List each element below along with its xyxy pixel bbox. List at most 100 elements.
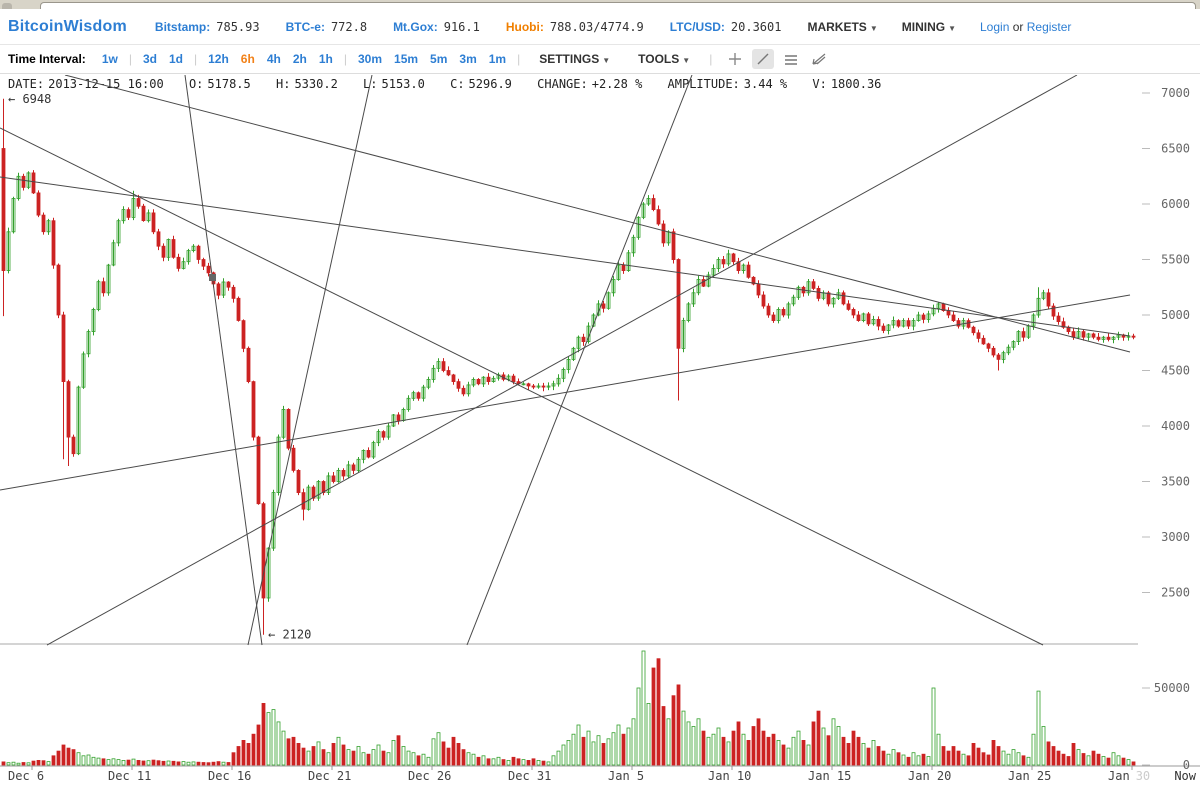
candle: [581, 336, 586, 343]
candle: [236, 297, 241, 321]
volume-bar: [276, 721, 281, 766]
crosshair-icon[interactable]: [724, 49, 746, 69]
interval-4h[interactable]: 4h: [266, 52, 281, 66]
volume-bar: [851, 730, 856, 766]
ticker-mtgox[interactable]: Mt.Gox: 916.1: [393, 20, 480, 34]
interval-12h[interactable]: 12h: [208, 52, 229, 66]
date-axis-label: Jan 25: [1008, 769, 1051, 783]
candle: [496, 374, 501, 379]
volume-bar: [466, 752, 471, 766]
interval-3d[interactable]: 3d: [142, 52, 157, 66]
header-bar: BitcoinWisdom Bitstamp: 785.93 BTC-e: 772.…: [0, 9, 1200, 45]
volume-bar: [621, 733, 626, 766]
candlestick-chart-canvas[interactable]: ← 6948 ← 2120 7000 6500 6000 5500 5000 4500 4000…: [0, 75, 1200, 790]
ticker-btce[interactable]: BTC-e: 772.8: [286, 20, 367, 34]
candle: [531, 385, 536, 388]
volume-bar: [816, 710, 821, 766]
trend-line[interactable]: [64, 75, 1131, 353]
interval-30m[interactable]: 30m: [357, 52, 383, 66]
volume-bar: [111, 758, 116, 766]
candle: [676, 259, 681, 349]
candle: [191, 245, 196, 251]
candle: [821, 292, 826, 299]
interval-2h[interactable]: 2h: [292, 52, 307, 66]
login-link[interactable]: Login: [980, 19, 1010, 34]
candle: [731, 253, 736, 263]
volume-bar: [741, 733, 746, 766]
interval-1d[interactable]: 1d: [168, 52, 183, 66]
ticker-bitstamp[interactable]: Bitstamp: 785.93: [155, 20, 260, 34]
interval-5m[interactable]: 5m: [430, 52, 448, 66]
ticker-ltcusd[interactable]: LTC/USD: 20.3601: [670, 20, 782, 34]
volume-bar: [171, 760, 176, 766]
info-value: 3.44 %: [743, 77, 788, 91]
horizontal-lines-icon[interactable]: [780, 49, 802, 69]
volume-bar: [831, 718, 836, 766]
tools-dropdown[interactable]: TOOLS ▼: [638, 52, 690, 66]
info-label: C:: [450, 77, 465, 91]
candle: [1086, 333, 1091, 338]
trend-line[interactable]: [0, 294, 1131, 491]
candle: [141, 205, 146, 221]
site-logo[interactable]: BitcoinWisdom: [8, 17, 127, 35]
candle: [301, 492, 306, 510]
trend-line[interactable]: [0, 176, 1131, 337]
interval-3m[interactable]: 3m: [459, 52, 477, 66]
candle: [596, 303, 601, 316]
candle: [181, 261, 186, 269]
trendline-handle[interactable]: [209, 274, 216, 281]
volume-bar: [836, 726, 841, 766]
volume-bar: [86, 754, 91, 766]
trend-line[interactable]: [184, 75, 263, 646]
trend-line[interactable]: [466, 75, 693, 646]
volume-bar: [271, 709, 276, 766]
ticker-huobi[interactable]: Huobi: 788.03/4774.9: [506, 20, 644, 34]
candle: [146, 212, 151, 222]
volume-bar: [751, 726, 756, 766]
candle: [761, 294, 766, 307]
auth-links: Login or Register: [980, 20, 1071, 34]
chart-area[interactable]: DATE: 2013-12-15 16:00 O: 5178.5 H: 5330.2 …: [0, 75, 1200, 790]
interval-1w[interactable]: 1w: [101, 52, 118, 66]
interval-15m[interactable]: 15m: [394, 52, 419, 66]
candle: [1091, 333, 1096, 338]
volume-bar: [256, 724, 261, 766]
info-value: 2013-12-15 16:00: [48, 77, 164, 91]
candle: [546, 385, 551, 388]
candle: [121, 209, 126, 222]
volume-bar: [406, 750, 411, 766]
mining-menu[interactable]: MINING ▼: [902, 20, 956, 34]
volume-bar: [21, 762, 26, 766]
candle: [476, 378, 481, 385]
volume-bar: [636, 687, 641, 766]
angle-lines-icon[interactable]: [808, 49, 830, 69]
trend-line[interactable]: [247, 75, 373, 646]
candle: [466, 384, 471, 395]
register-link[interactable]: Register: [1026, 19, 1072, 34]
interval-1m[interactable]: 1m: [488, 52, 507, 66]
candle: [836, 292, 841, 299]
settings-dropdown[interactable]: SETTINGS ▼: [539, 52, 610, 66]
trend-line[interactable]: [0, 127, 1044, 646]
candle: [1071, 331, 1076, 338]
interval-1h[interactable]: 1h: [318, 52, 333, 66]
trend-line[interactable]: [46, 75, 1078, 646]
candle: [926, 313, 931, 320]
candle: [971, 326, 976, 334]
interval-6h-active[interactable]: 6h: [240, 52, 255, 66]
markets-menu[interactable]: MARKETS ▼: [807, 20, 877, 34]
candle: [636, 216, 641, 238]
volume-bar: [896, 752, 901, 766]
candle: [1026, 325, 1031, 338]
price-axis-label: 4000: [1161, 419, 1190, 433]
candle: [36, 192, 41, 216]
price-axis-label: 5500: [1161, 253, 1190, 267]
volume-bar: [61, 744, 66, 766]
candle: [41, 214, 46, 233]
volume-bar: [871, 740, 876, 766]
volume-bar: [651, 667, 656, 766]
ticker-value: 788.03/4774.9: [549, 19, 644, 34]
volume-bar: [81, 755, 86, 766]
volume-bar: [966, 755, 971, 766]
trendline-icon[interactable]: [752, 49, 775, 69]
